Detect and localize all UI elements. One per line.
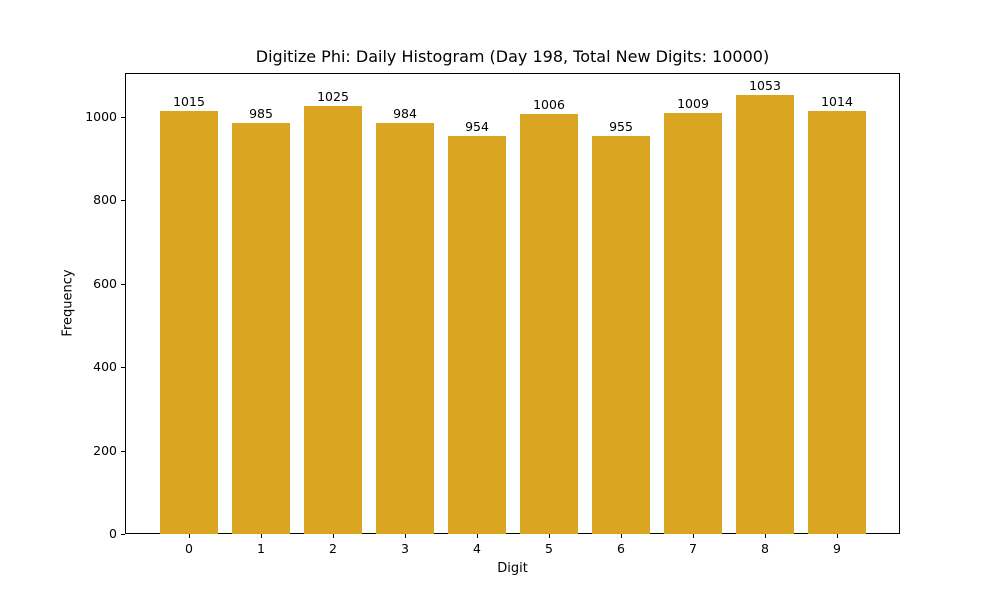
x-tick	[189, 534, 190, 538]
y-tick	[121, 200, 125, 202]
x-axis-label: Digit	[497, 561, 528, 576]
x-tick	[405, 534, 406, 538]
y-tick-label: 1000	[85, 108, 117, 124]
y-tick-label: 600	[93, 275, 117, 291]
x-tick	[261, 534, 262, 538]
x-tick-label: 3	[401, 541, 409, 556]
chart-title: Digitize Phi: Daily Histogram (Day 198, …	[255, 47, 770, 66]
bar-value-label: 1009	[677, 96, 709, 112]
x-tick-label: 1	[257, 541, 265, 556]
bar-9	[808, 110, 866, 534]
bar-value-label: 1014	[821, 93, 853, 109]
bar-value-label: 955	[609, 118, 633, 134]
x-tick	[549, 534, 550, 538]
x-tick-label: 8	[761, 541, 769, 556]
bar-7	[664, 113, 722, 534]
y-tick-label: 0	[109, 526, 117, 541]
y-axis-label: Frequency	[60, 269, 76, 337]
bar-0	[160, 110, 218, 534]
x-tick	[333, 534, 334, 538]
x-tick-label: 2	[329, 541, 337, 556]
bar-value-label: 1025	[317, 89, 349, 105]
x-tick-label: 4	[473, 541, 481, 556]
bar-value-label: 1006	[533, 97, 565, 113]
plot-area	[125, 73, 900, 534]
y-tick	[121, 450, 125, 452]
x-tick	[693, 534, 694, 538]
bar-6	[592, 135, 650, 534]
y-tick	[121, 367, 125, 369]
bar-value-label: 1015	[173, 93, 205, 109]
bar-value-label: 1053	[749, 77, 781, 93]
bar-value-label: 984	[393, 106, 417, 122]
x-tick	[621, 534, 622, 538]
x-tick	[765, 534, 766, 538]
bar-value-label: 985	[249, 106, 273, 122]
bar-1	[232, 123, 290, 534]
x-tick	[837, 534, 838, 538]
y-tick-label: 800	[93, 192, 117, 208]
y-tick-label: 400	[93, 359, 117, 375]
y-tick	[121, 116, 125, 118]
x-tick-label: 0	[185, 541, 193, 556]
bar-2	[304, 106, 362, 534]
x-tick-label: 9	[833, 541, 841, 556]
bar-3	[376, 123, 434, 534]
x-tick-label: 7	[689, 541, 697, 556]
bar-5	[520, 114, 578, 534]
x-tick-label: 5	[545, 541, 553, 556]
bar-8	[736, 94, 794, 534]
x-tick	[477, 534, 478, 538]
y-tick	[121, 283, 125, 285]
bar-value-label: 954	[465, 118, 489, 134]
y-tick	[121, 534, 125, 535]
y-tick-label: 200	[93, 442, 117, 458]
bar-4	[448, 135, 506, 534]
x-tick-label: 6	[617, 541, 625, 556]
